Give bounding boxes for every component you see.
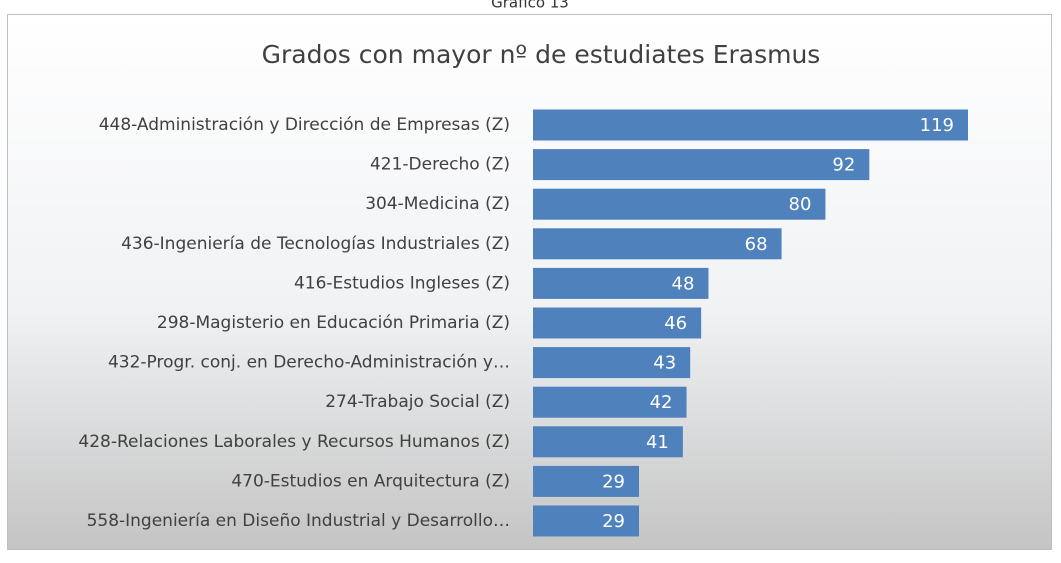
bar xyxy=(533,228,782,260)
value-label: 119 xyxy=(920,115,954,136)
category-label: 274-Trabajo Social (Z) xyxy=(325,392,510,412)
bar xyxy=(533,109,968,141)
chart-title: Grados con mayor nº de estudiates Erasmu… xyxy=(262,40,821,69)
bar xyxy=(533,505,640,537)
bar xyxy=(533,267,709,299)
category-label: 428-Relaciones Laborales y Recursos Huma… xyxy=(78,432,510,452)
bar xyxy=(533,426,683,458)
category-label: 436-Ingeniería de Tecnologías Industrial… xyxy=(121,234,510,254)
category-label: 421-Derecho (Z) xyxy=(370,155,510,175)
value-label: 42 xyxy=(650,392,673,413)
value-label: 80 xyxy=(789,194,812,215)
category-label: 298-Magisterio en Educación Primaria (Z) xyxy=(157,313,510,333)
bar xyxy=(533,386,687,418)
category-label: 304-Medicina (Z) xyxy=(365,194,510,214)
bar xyxy=(533,149,870,181)
category-label: 416-Estudios Ingleses (Z) xyxy=(294,273,510,293)
value-label: 41 xyxy=(646,432,669,453)
bar xyxy=(533,188,826,220)
category-label: 448-Administración y Dirección de Empres… xyxy=(99,115,510,135)
category-label: 470-Estudios en Arquitectura (Z) xyxy=(231,471,510,491)
category-label: 432-Progr. conj. en Derecho-Administraci… xyxy=(108,353,510,373)
value-label: 43 xyxy=(653,353,676,374)
bar xyxy=(533,465,640,497)
value-label: 29 xyxy=(602,511,625,532)
chart-area xyxy=(7,14,1052,550)
category-label: 558-Ingeniería en Diseño Industrial y De… xyxy=(87,511,510,531)
value-label: 68 xyxy=(745,234,768,255)
bar xyxy=(533,347,691,379)
value-label: 29 xyxy=(602,471,625,492)
caption: Gráfico 13 xyxy=(491,0,569,12)
value-label: 48 xyxy=(672,273,695,294)
bar xyxy=(533,307,702,339)
value-label: 92 xyxy=(832,155,855,176)
value-label: 46 xyxy=(664,313,687,334)
